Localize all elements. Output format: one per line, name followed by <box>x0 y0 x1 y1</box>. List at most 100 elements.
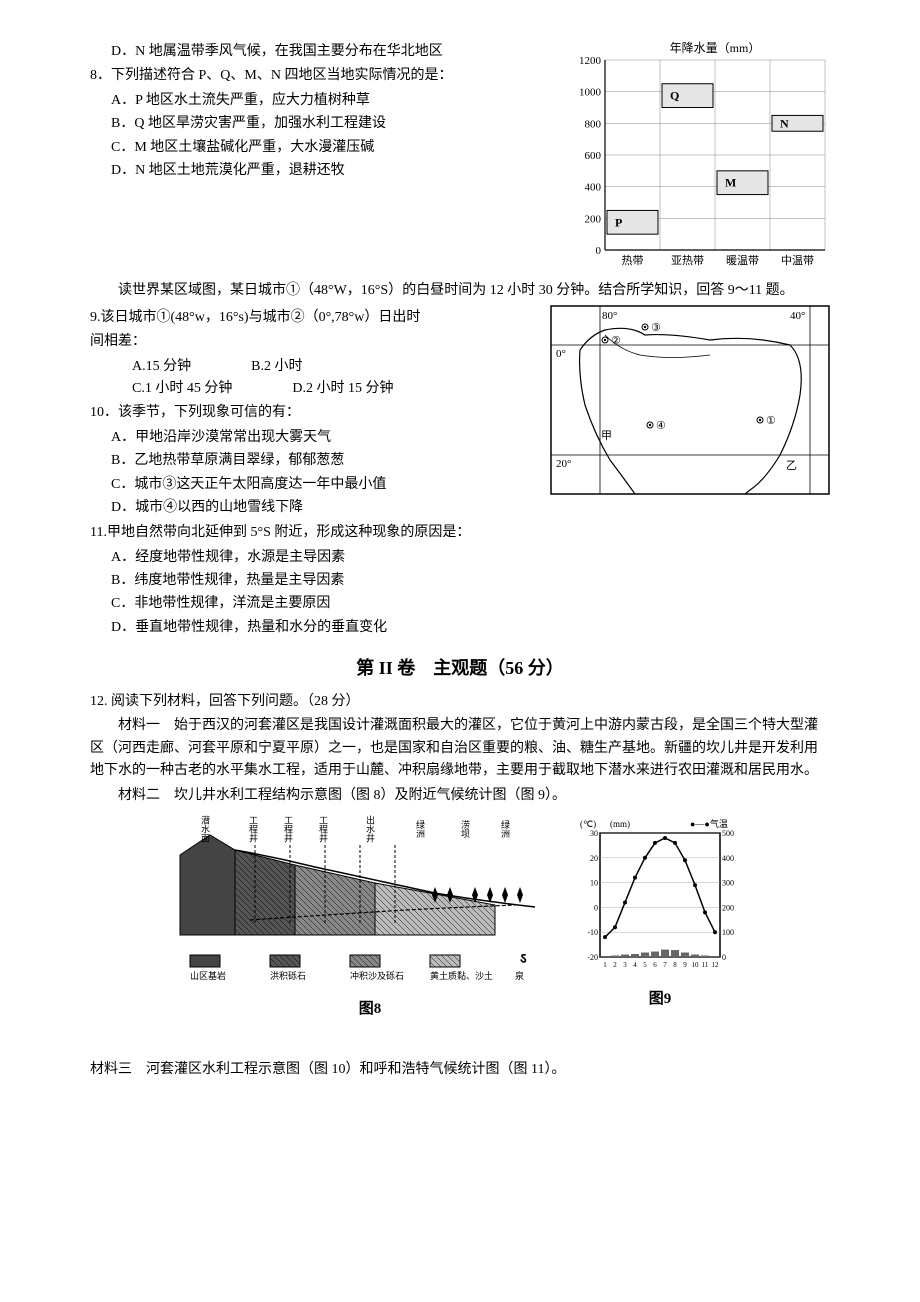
svg-text:暖温带: 暖温带 <box>726 254 759 267</box>
figure-8: 潜水面工程井工程井工程井出水井绿洲涝坝绿洲山区基岩洪积砾石冲积沙及砾石黄土质黏、… <box>175 815 565 985</box>
svg-text:20°: 20° <box>556 458 571 470</box>
svg-text:①: ① <box>766 415 776 427</box>
svg-text:12: 12 <box>712 961 720 969</box>
q11-option-c: C．非地带性规律，洋流是主要原因 <box>90 593 830 615</box>
svg-text:中温带: 中温带 <box>781 254 814 267</box>
q9-option-c: C.1 小时 45 分钟 <box>132 378 232 400</box>
q10-option-c: C．城市③这天正午太阳高度达一年中最小值 <box>90 474 540 496</box>
svg-text:0: 0 <box>596 245 602 257</box>
svg-text:Q: Q <box>670 89 679 103</box>
section-2-title: 第 II 卷 主观题（56 分） <box>90 654 830 683</box>
svg-text:0: 0 <box>594 903 598 912</box>
q12-stem: 12. 阅读下列材料，回答下列问题。（28 分） <box>90 691 830 713</box>
q9-options-row-1: A.15 分钟 B.2 小时 <box>90 356 540 378</box>
q8-option-c: C．M 地区土壤盐碱化严重，大水漫灌压碱 <box>90 137 560 159</box>
svg-text:600: 600 <box>585 150 602 162</box>
svg-text:8: 8 <box>673 961 677 969</box>
svg-text:工程井: 工程井 <box>318 816 328 844</box>
q8-option-b: B．Q 地区旱涝灾害严重，加强水利工程建设 <box>90 113 560 135</box>
svg-text:甲: 甲 <box>601 430 612 442</box>
svg-text:M: M <box>725 176 736 190</box>
svg-text:P: P <box>615 215 622 229</box>
svg-text:年降水量（mm）: 年降水量（mm） <box>670 41 761 55</box>
q11-option-b: B．纬度地带性规律，热量是主导因素 <box>90 570 830 592</box>
svg-text:绿洲: 绿洲 <box>415 819 425 838</box>
precipitation-chart: 年降水量（mm） 0 200 400 600 800 1000 1200 热带 亚热带 暖温带 中温带… <box>570 40 830 278</box>
svg-text:4: 4 <box>633 961 637 969</box>
svg-text:洪积砾石: 洪积砾石 <box>270 970 306 981</box>
svg-text:绿洲: 绿洲 <box>500 819 510 838</box>
svg-text:工程井: 工程井 <box>248 816 258 844</box>
svg-text:400: 400 <box>722 854 734 863</box>
svg-text:800: 800 <box>585 118 602 130</box>
svg-text:1: 1 <box>603 961 607 969</box>
q10-option-b: B．乙地热带草原满目翠绿，郁郁葱葱 <box>90 450 540 472</box>
q8-stem: 8．下列描述符合 P、Q、M、N 四地区当地实际情况的是： <box>90 65 560 87</box>
q9-option-d: D.2 小时 15 分钟 <box>292 378 393 400</box>
region-map: 0°20°80°40°③②①④甲乙 <box>550 305 830 503</box>
q12-material-2: 材料二 坎儿井水利工程结构示意图（图 8）及附近气候统计图（图 9）。 <box>90 785 830 807</box>
svg-text:②: ② <box>611 335 621 347</box>
svg-text:乙: 乙 <box>786 459 797 472</box>
svg-text:热带: 热带 <box>622 254 644 267</box>
svg-text:6: 6 <box>653 961 657 969</box>
svg-text:1200: 1200 <box>579 55 602 67</box>
q11-option-d: D．垂直地带性规律，热量和水分的垂直变化 <box>90 617 830 639</box>
q10-option-d: D．城市④以西的山地雪线下降 <box>90 497 540 519</box>
svg-text:10: 10 <box>590 879 598 888</box>
figure-8-label: 图8 <box>175 997 565 1021</box>
svg-text:亚热带: 亚热带 <box>671 254 704 267</box>
svg-text:(℃): (℃) <box>580 819 596 829</box>
svg-text:③: ③ <box>651 322 661 334</box>
svg-text:9: 9 <box>683 961 687 969</box>
svg-text:200: 200 <box>585 213 602 225</box>
svg-text:工程井: 工程井 <box>283 816 293 844</box>
svg-text:100: 100 <box>722 928 734 937</box>
figure-9-label: 图9 <box>575 987 745 1011</box>
svg-text:出水井: 出水井 <box>365 815 375 843</box>
svg-text:0: 0 <box>722 953 726 962</box>
spacer <box>90 1029 830 1059</box>
q8-option-a: A．P 地区水土流失严重，应大力植树种草 <box>90 90 560 112</box>
q9-option-a: A.15 分钟 <box>132 356 191 378</box>
svg-text:30: 30 <box>590 829 598 838</box>
svg-text:80°: 80° <box>602 310 617 322</box>
q9-stem-2: 间相差： <box>90 331 540 353</box>
q11-stem: 11.甲地自然带向北延伸到 5°S 附近，形成这种现象的原因是： <box>90 522 830 544</box>
svg-text:ऽ: ऽ <box>520 952 527 967</box>
figure-9: -20-100102030010020030040050012345678910… <box>575 815 745 975</box>
q9-q11-block: 9.该日城市①(48°w，16°s)与城市②（0°,78°w）日出时 间相差： … <box>90 305 830 521</box>
svg-text:300: 300 <box>722 879 734 888</box>
svg-text:10: 10 <box>692 961 700 969</box>
svg-text:-20: -20 <box>587 953 598 962</box>
svg-text:2: 2 <box>613 961 617 969</box>
intro-9-11: 读世界某区域图，某日城市①（48°W，16°S）的白昼时间为 12 小时 30 … <box>90 280 830 302</box>
q7-q8-text: D．N 地属温带季风气候，在我国主要分布在华北地区 8．下列描述符合 P、Q、M… <box>90 40 560 183</box>
figure-9-container: -20-100102030010020030040050012345678910… <box>575 815 745 1011</box>
figure-8-container: 潜水面工程井工程井工程井出水井绿洲涝坝绿洲山区基岩洪积砾石冲积沙及砾石黄土质黏、… <box>175 815 565 1021</box>
q12-material-3: 材料三 河套灌区水利工程示意图（图 10）和呼和浩特气候统计图（图 11）。 <box>90 1059 830 1081</box>
svg-text:山区基岩: 山区基岩 <box>190 970 226 981</box>
q7-option-d: D．N 地属温带季风气候，在我国主要分布在华北地区 <box>90 41 560 63</box>
svg-text:N: N <box>780 116 789 130</box>
svg-text:-10: -10 <box>587 928 598 937</box>
figure-8-9-row: 潜水面工程井工程井工程井出水井绿洲涝坝绿洲山区基岩洪积砾石冲积沙及砾石黄土质黏、… <box>90 815 830 1021</box>
svg-text:●—●气温: ●—●气温 <box>690 818 728 829</box>
svg-text:500: 500 <box>722 829 734 838</box>
svg-text:泉: 泉 <box>515 970 524 981</box>
svg-text:40°: 40° <box>790 310 805 322</box>
q12-block: 12. 阅读下列材料，回答下列问题。（28 分） 材料一 始于西汉的河套灌区是我… <box>90 691 830 807</box>
q11-block: 11.甲地自然带向北延伸到 5°S 附近，形成这种现象的原因是： A．经度地带性… <box>90 522 830 639</box>
q9-option-b: B.2 小时 <box>251 356 302 378</box>
q11-option-a: A．经度地带性规律，水源是主导因素 <box>90 547 830 569</box>
svg-text:1000: 1000 <box>579 87 602 99</box>
svg-text:5: 5 <box>643 961 647 969</box>
svg-text:(mm): (mm) <box>610 819 630 829</box>
q12-material-1: 材料一 始于西汉的河套灌区是我国设计灌溉面积最大的灌区，它位于黄河上中游内蒙古段… <box>90 715 830 782</box>
svg-text:涝坝: 涝坝 <box>460 819 470 839</box>
q9-options-row-2: C.1 小时 45 分钟 D.2 小时 15 分钟 <box>90 378 540 400</box>
intro-9-11-text: 读世界某区域图，某日城市①（48°W，16°S）的白昼时间为 12 小时 30 … <box>90 280 830 302</box>
svg-text:400: 400 <box>585 182 602 194</box>
svg-text:黄土质黏、沙土: 黄土质黏、沙土 <box>430 970 493 981</box>
svg-text:20: 20 <box>590 854 598 863</box>
